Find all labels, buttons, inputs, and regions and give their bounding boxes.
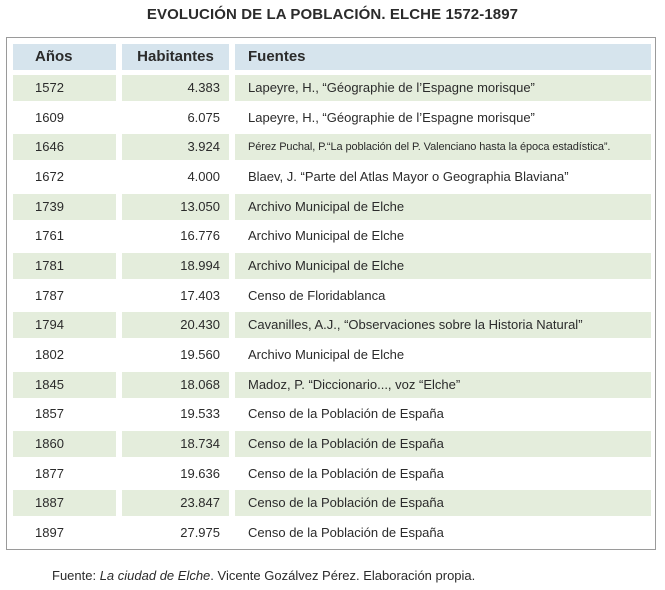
cell-population: 19.533 (122, 401, 229, 427)
cell-year: 1887 (13, 490, 116, 516)
cell-year: 1787 (13, 283, 116, 309)
table-row: 1739 13.050 Archivo Municipal de Elche (13, 194, 651, 220)
table-row: 1609 6.075 Lapeyre, H., “Géographie de l’E… (13, 105, 651, 131)
table-title: EVOLUCIÓN DE LA POBLACIÓN. ELCHE 1572-18… (146, 6, 519, 23)
table-row: 1802 19.560 Archivo Municipal de Elche (13, 342, 651, 368)
cell-year: 1739 (13, 194, 116, 220)
table-header-row: Años Habitantes Fuentes (13, 44, 651, 70)
cell-year: 1794 (13, 312, 116, 338)
cell-year: 1857 (13, 401, 116, 427)
table-row: 1897 27.975 Censo de la Población de Españ… (13, 520, 651, 546)
table-row: 1877 19.636 Censo de la Población de Españ… (13, 461, 651, 487)
cell-source: Lapeyre, H., “Géographie de l’Espagne mo… (235, 75, 651, 101)
source-note: Fuente: La ciudad de Elche. Vicente Gozá… (52, 568, 475, 583)
table-row: 1672 4.000 Blaev, J. “Parte del Atlas Mayo… (13, 164, 651, 190)
cell-source: Censo de la Población de España (235, 490, 651, 516)
cell-year: 1845 (13, 372, 116, 398)
table-row: 1761 16.776 Archivo Municipal de Elche (13, 223, 651, 249)
cell-source: Censo de la Población de España (235, 431, 651, 457)
cell-year: 1802 (13, 342, 116, 368)
cell-source: Archivo Municipal de Elche (235, 194, 651, 220)
population-table: Años Habitantes Fuentes 1572 4.383 Lapeyre… (6, 37, 656, 550)
header-source: Fuentes (235, 44, 651, 70)
table-row: 1887 23.847 Censo de la Población de Españ… (13, 490, 651, 516)
cell-year: 1672 (13, 164, 116, 190)
cell-source: Censo de la Población de España (235, 401, 651, 427)
cell-source: Archivo Municipal de Elche (235, 253, 651, 279)
cell-source: Madoz, P. “Diccionario..., voz “Elche” (235, 372, 651, 398)
cell-source: Archivo Municipal de Elche (235, 223, 651, 249)
cell-year: 1877 (13, 461, 116, 487)
table-row: 1572 4.383 Lapeyre, H., “Géographie de l’E… (13, 75, 651, 101)
table-row: 1781 18.994 Archivo Municipal de Elche (13, 253, 651, 279)
cell-source: Lapeyre, H., “Géographie de l’Espagne mo… (235, 105, 651, 131)
cell-source: Censo de la Población de España (235, 461, 651, 487)
source-note-rest: . Vicente Gozálvez Pérez. Elaboración pr… (210, 568, 476, 583)
cell-source: Cavanilles, A.J., “Observaciones sobre l… (235, 312, 651, 338)
cell-population: 18.734 (122, 431, 229, 457)
cell-population: 4.000 (122, 164, 229, 190)
cell-population: 19.560 (122, 342, 229, 368)
table-row: 1794 20.430 Cavanilles, A.J., “Observacion… (13, 312, 651, 338)
table-row: 1787 17.403 Censo de Floridablanca (13, 283, 651, 309)
cell-population: 20.430 (122, 312, 229, 338)
cell-source: Blaev, J. “Parte del Atlas Mayor o Geogr… (235, 164, 651, 190)
cell-population: 27.975 (122, 520, 229, 546)
cell-year: 1572 (13, 75, 116, 101)
cell-population: 23.847 (122, 490, 229, 516)
table-row: 1857 19.533 Censo de la Población de Españ… (13, 401, 651, 427)
table-row: 1845 18.068 Madoz, P. “Diccionario..., voz… (13, 372, 651, 398)
cell-year: 1897 (13, 520, 116, 546)
table-row: 1860 18.734 Censo de la Población de Españ… (13, 431, 651, 457)
cell-source: Archivo Municipal de Elche (235, 342, 651, 368)
cell-year: 1646 (13, 134, 116, 160)
cell-year: 1781 (13, 253, 116, 279)
cell-population: 16.776 (122, 223, 229, 249)
header-year: Años (13, 44, 116, 70)
cell-year: 1609 (13, 105, 116, 131)
cell-source: Censo de la Población de España (235, 520, 651, 546)
table-row: 1646 3.924 Pérez Puchal, P.“La población d… (13, 134, 651, 160)
cell-population: 4.383 (122, 75, 229, 101)
header-population: Habitantes (122, 44, 229, 70)
cell-source: Pérez Puchal, P.“La población del P. Val… (235, 134, 651, 160)
cell-population: 13.050 (122, 194, 229, 220)
cell-year: 1860 (13, 431, 116, 457)
cell-source: Censo de Floridablanca (235, 283, 651, 309)
source-note-prefix: Fuente: (52, 568, 100, 583)
cell-population: 18.994 (122, 253, 229, 279)
cell-year: 1761 (13, 223, 116, 249)
cell-population: 6.075 (122, 105, 229, 131)
cell-population: 17.403 (122, 283, 229, 309)
cell-population: 3.924 (122, 134, 229, 160)
cell-population: 18.068 (122, 372, 229, 398)
source-note-book: La ciudad de Elche (99, 568, 211, 583)
cell-population: 19.636 (122, 461, 229, 487)
